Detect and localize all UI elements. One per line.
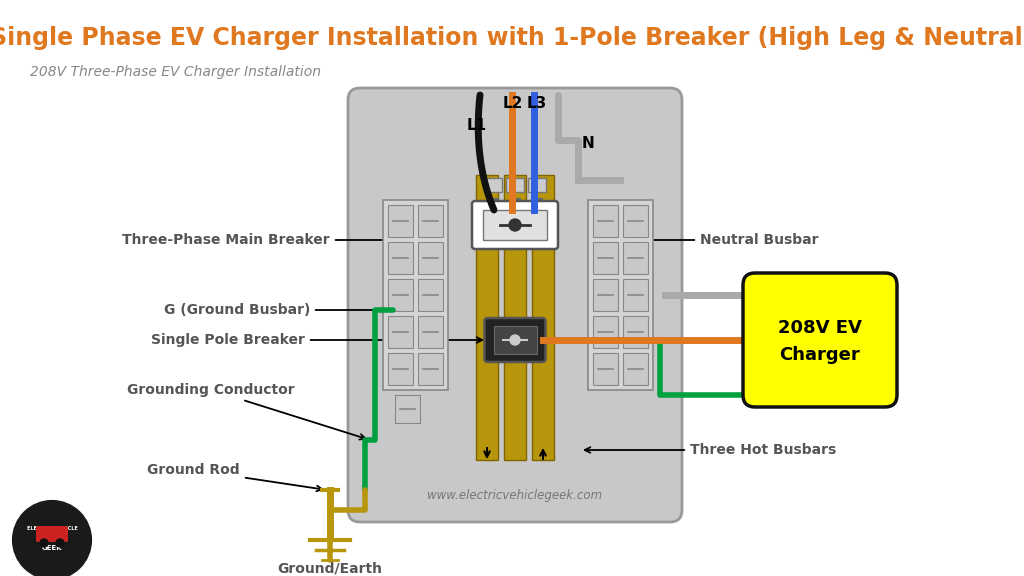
Bar (588, 200, 652, 390)
Bar (593, 242, 617, 274)
Circle shape (40, 539, 48, 547)
Text: Ground/Earth: Ground/Earth (278, 561, 383, 575)
Bar (494, 326, 537, 354)
Circle shape (510, 335, 520, 345)
Text: L2: L2 (503, 96, 523, 111)
Bar (593, 205, 617, 237)
Text: Single Phase EV Charger Installation with 1-Pole Breaker (High Leg & Neutral): Single Phase EV Charger Installation wit… (0, 26, 1024, 50)
Text: Single Pole Breaker: Single Pole Breaker (152, 333, 482, 347)
Text: Three-Phase Main Breaker: Three-Phase Main Breaker (123, 233, 447, 247)
Bar (387, 279, 413, 311)
FancyBboxPatch shape (348, 88, 682, 522)
Text: Neutral Busbar: Neutral Busbar (640, 233, 818, 247)
FancyBboxPatch shape (36, 526, 68, 542)
Bar (504, 175, 526, 460)
Text: 208V EV: 208V EV (778, 319, 862, 337)
Bar (418, 316, 442, 348)
Bar (387, 242, 413, 274)
Bar (418, 279, 442, 311)
Bar (476, 175, 498, 460)
Bar (623, 316, 647, 348)
Bar (395, 395, 420, 423)
Bar (506, 178, 524, 192)
Circle shape (56, 539, 63, 547)
Text: 208V Three-Phase EV Charger Installation: 208V Three-Phase EV Charger Installation (30, 65, 321, 79)
Text: L3: L3 (527, 96, 547, 111)
Circle shape (14, 502, 90, 576)
FancyBboxPatch shape (472, 201, 558, 249)
Bar (532, 175, 554, 460)
Bar (383, 200, 447, 390)
Text: Three Hot Busbars: Three Hot Busbars (585, 443, 837, 457)
FancyBboxPatch shape (484, 318, 546, 362)
Circle shape (509, 219, 521, 231)
Bar (623, 353, 647, 385)
Bar (483, 210, 547, 240)
Text: Ground Rod: Ground Rod (147, 463, 323, 491)
Bar (623, 242, 647, 274)
Bar (528, 178, 546, 192)
Text: Grounding Conductor: Grounding Conductor (127, 383, 366, 439)
Text: GEEK: GEEK (42, 545, 62, 551)
Bar (484, 178, 502, 192)
Text: www.electricvehiclegeek.com: www.electricvehiclegeek.com (427, 488, 602, 502)
Bar (387, 205, 413, 237)
Bar (623, 205, 647, 237)
Bar (387, 316, 413, 348)
Bar (623, 279, 647, 311)
Text: G (Ground Busbar): G (Ground Busbar) (164, 303, 388, 317)
Bar (387, 353, 413, 385)
Bar (593, 353, 617, 385)
Text: Charger: Charger (779, 346, 860, 364)
Bar (418, 353, 442, 385)
FancyBboxPatch shape (743, 273, 897, 407)
Bar (593, 279, 617, 311)
Text: ELECTRIC VEHICLE: ELECTRIC VEHICLE (27, 525, 78, 530)
Text: L1: L1 (467, 118, 487, 133)
Bar (418, 242, 442, 274)
Bar (418, 205, 442, 237)
Text: N: N (582, 136, 595, 151)
Bar (593, 316, 617, 348)
